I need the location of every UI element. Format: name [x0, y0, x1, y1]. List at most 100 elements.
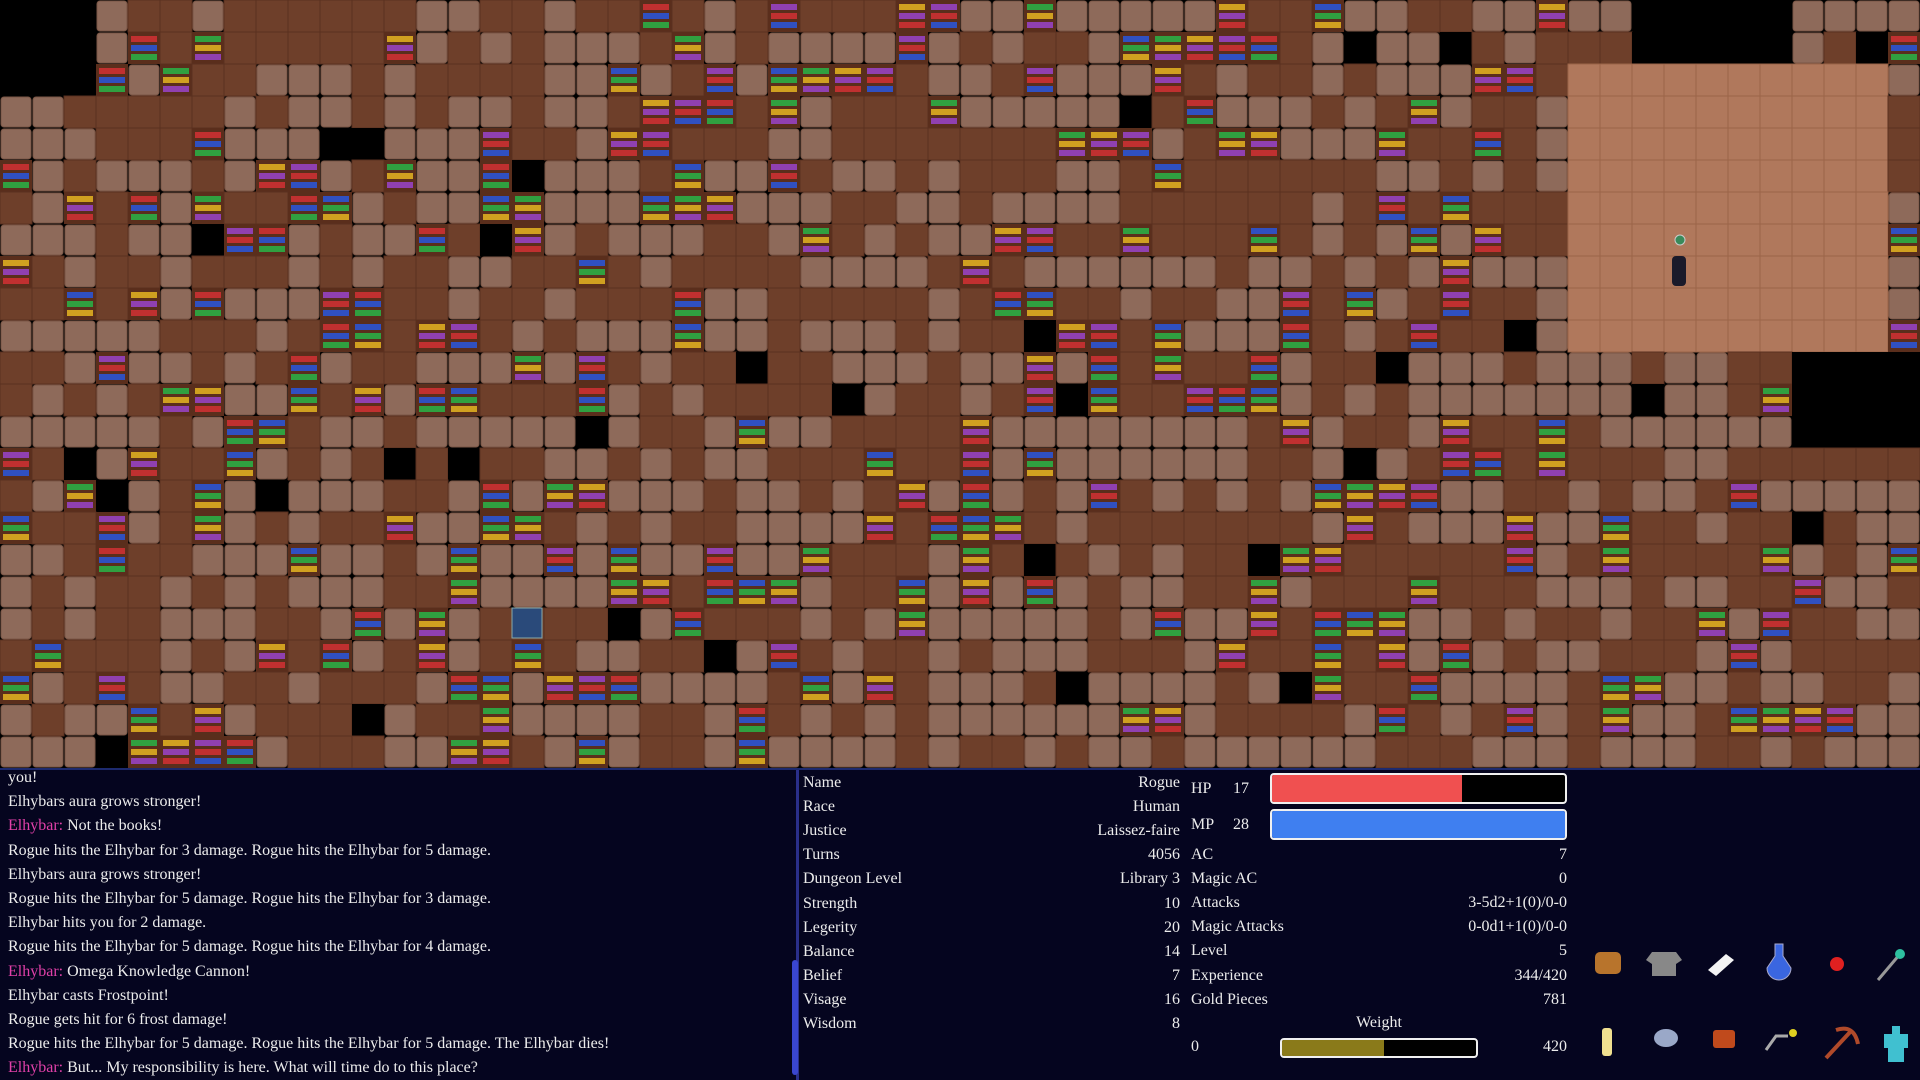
wood-wall: [1215, 223, 1249, 257]
key-icon[interactable]: [1764, 1034, 1788, 1051]
wood-wall: [511, 447, 545, 481]
wood-wall: [63, 639, 97, 673]
pickaxe-icon[interactable]: [1824, 1026, 1860, 1060]
wood-wall: [1343, 671, 1377, 705]
floor-tile: [576, 192, 608, 224]
floor-tile: [960, 384, 992, 416]
books: [899, 598, 925, 604]
floor-tile: [960, 352, 992, 384]
floor-tile: [1120, 448, 1152, 480]
bag-icon[interactable]: [1595, 952, 1621, 974]
books: [227, 758, 253, 764]
floor-tile: [1088, 64, 1120, 96]
books: [771, 86, 797, 92]
books: [739, 708, 765, 714]
void-tile: [1120, 96, 1152, 128]
chest-icon[interactable]: [1713, 1030, 1735, 1048]
floor-tile: [576, 512, 608, 544]
books: [483, 749, 509, 755]
wood-wall: [671, 447, 705, 481]
books: [771, 164, 797, 170]
wood-wall: [1279, 159, 1313, 193]
books: [259, 173, 285, 179]
floor-tile: [896, 192, 928, 224]
books: [1123, 141, 1149, 147]
books: [67, 196, 93, 202]
books: [707, 598, 733, 604]
books: [99, 86, 125, 92]
wood-wall: [383, 319, 417, 353]
floor-tile: [64, 576, 96, 608]
books: [3, 164, 29, 170]
books: [1635, 694, 1661, 700]
books: [1379, 214, 1405, 220]
books: [1891, 54, 1917, 60]
floor-tile: [1056, 704, 1088, 736]
floor-tile: [1280, 96, 1312, 128]
wood-wall: [863, 479, 897, 513]
floor-tile: [1120, 416, 1152, 448]
books: [1411, 502, 1437, 508]
floor-tile: [1024, 608, 1056, 640]
floor-tile: [0, 320, 32, 352]
books: [1475, 461, 1501, 467]
void-tile: [1856, 384, 1888, 416]
armor-icon[interactable]: [1646, 952, 1682, 976]
figure-icon[interactable]: [1884, 1026, 1908, 1062]
wood-wall: [351, 31, 385, 65]
wood-wall: [799, 287, 833, 321]
wood-wall: [927, 447, 961, 481]
room-floor: [1695, 191, 1729, 225]
wood-wall: [1023, 159, 1057, 193]
floor-tile: [1664, 672, 1696, 704]
books: [963, 470, 989, 476]
floor-tile: [32, 544, 64, 576]
books: [1219, 54, 1245, 60]
wood-wall: [319, 223, 353, 257]
books: [1027, 86, 1053, 92]
wood-wall: [1727, 735, 1761, 768]
wood-wall: [415, 575, 449, 609]
floor-tile: [64, 128, 96, 160]
void-tile: [1344, 448, 1376, 480]
floor-tile: [224, 288, 256, 320]
wood-wall: [383, 255, 417, 289]
floor-tile: [64, 352, 96, 384]
books: [963, 484, 989, 490]
apple-icon[interactable]: [1830, 957, 1844, 971]
floor-tile: [1024, 416, 1056, 448]
candle-icon[interactable]: [1602, 1028, 1612, 1056]
wood-wall: [1631, 511, 1665, 545]
potion-icon[interactable]: [1766, 943, 1792, 981]
books: [771, 109, 797, 115]
wood-wall: [543, 639, 577, 673]
books: [355, 397, 381, 403]
floor-tile: [1536, 640, 1568, 672]
room-floor: [1663, 191, 1697, 225]
floor-tile: [416, 160, 448, 192]
wood-wall: [1311, 351, 1345, 385]
scroll-icon[interactable]: [1708, 954, 1734, 976]
books: [1187, 406, 1213, 412]
floor-tile: [1120, 608, 1152, 640]
floor-tile: [704, 736, 736, 768]
books: [451, 566, 477, 572]
floor-tile: [0, 96, 32, 128]
books: [3, 173, 29, 179]
stone-icon[interactable]: [1654, 1029, 1678, 1047]
books: [1731, 653, 1757, 659]
room-floor: [1695, 159, 1729, 193]
room-floor: [1791, 319, 1825, 353]
floor-tile: [1280, 576, 1312, 608]
floor-tile: [224, 640, 256, 672]
void-tile: [64, 0, 96, 32]
void-tile: [1440, 32, 1472, 64]
books: [579, 397, 605, 403]
books: [707, 580, 733, 586]
log-scrollbar[interactable]: [792, 960, 798, 1075]
books: [739, 598, 765, 604]
wand-icon[interactable]: [1876, 953, 1902, 981]
books: [1891, 36, 1917, 42]
books: [515, 214, 541, 220]
floor-tile: [1664, 416, 1696, 448]
